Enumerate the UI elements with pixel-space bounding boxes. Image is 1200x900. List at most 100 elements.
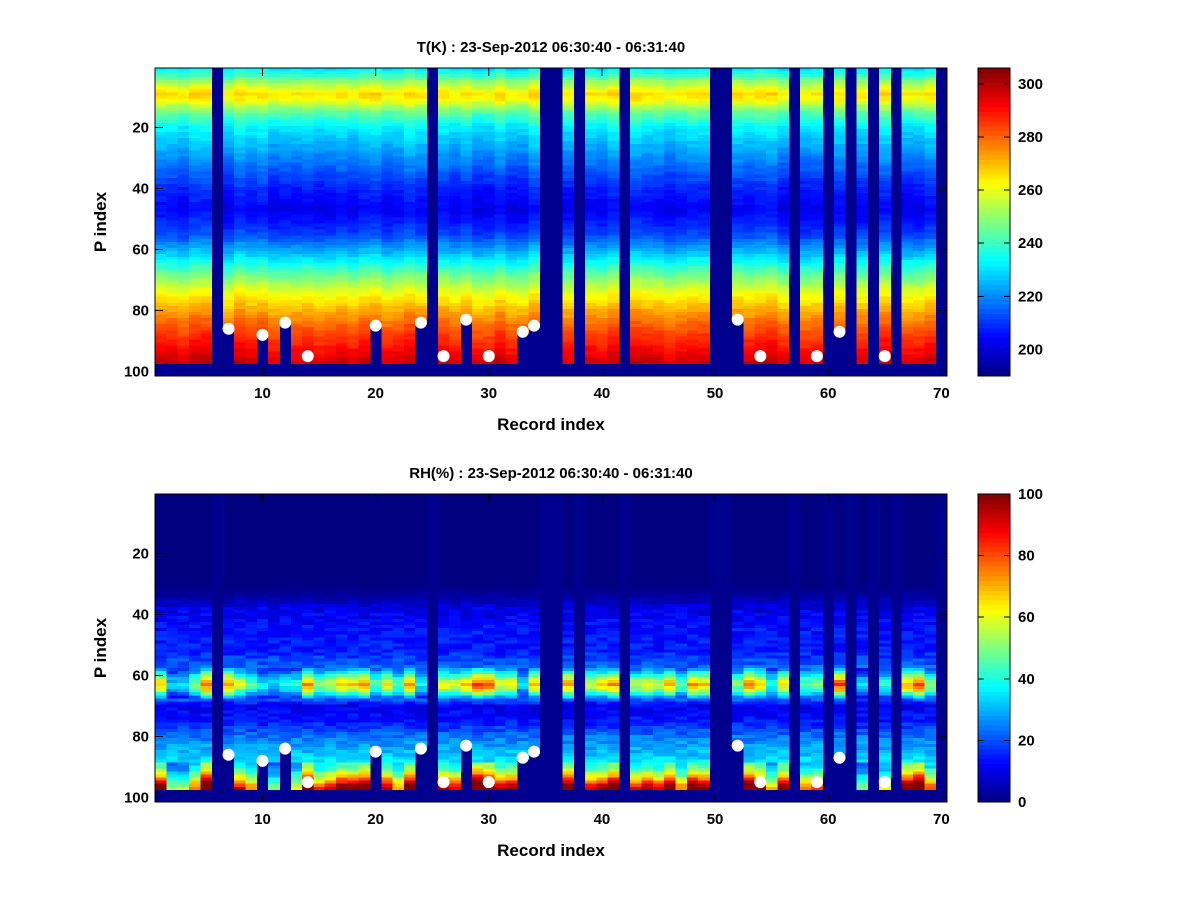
heatmap-cell [765, 107, 778, 112]
heatmap-cell [765, 77, 778, 81]
heatmap-cell [437, 345, 450, 349]
heatmap-cell [200, 132, 212, 136]
heatmap-cell [675, 132, 688, 136]
heatmap-cell [234, 71, 246, 75]
heatmap-cell [245, 138, 258, 142]
heatmap-cell [324, 287, 337, 292]
heatmap-cell [449, 180, 461, 185]
heatmap-cell [437, 104, 450, 109]
heatmap-cell [369, 315, 382, 319]
heatmap-cell [562, 205, 575, 209]
heatmap-cell [664, 260, 676, 264]
heatmap-cell [449, 357, 461, 362]
heatmap-cell [833, 302, 846, 307]
heatmap-cell [166, 235, 179, 240]
heatmap-cell [290, 110, 303, 115]
heatmap-cell [732, 180, 744, 185]
heatmap-cell [879, 171, 891, 176]
heatmap-cell [528, 257, 541, 261]
heatmap-cell [437, 77, 450, 81]
heatmap-cell [799, 150, 812, 154]
heatmap-cell [290, 119, 303, 124]
heatmap-cell [528, 86, 541, 90]
heatmap-cell [336, 336, 348, 340]
heatmap-cell [686, 205, 699, 209]
heatmap-cell [188, 193, 201, 197]
heatmap-cell [811, 150, 823, 154]
heatmap-cell [494, 342, 507, 346]
heatmap-cell [302, 211, 314, 215]
heatmap-cell [811, 238, 823, 243]
heatmap-cell [652, 254, 665, 258]
heatmap-cell [686, 214, 699, 218]
heatmap-cell [222, 119, 235, 124]
heatmap-cell [562, 254, 575, 258]
heatmap-cell [347, 226, 360, 231]
heatmap-cell [743, 211, 756, 215]
heatmap-cell [155, 141, 167, 145]
heatmap-cell [471, 333, 484, 337]
heatmap-cell [630, 101, 642, 105]
heatmap-cell [652, 147, 665, 151]
heatmap-cell [245, 302, 258, 307]
heatmap-cell [596, 214, 608, 218]
heatmap-cell [494, 119, 507, 124]
heatmap-cell [392, 211, 405, 215]
heatmap-cell [652, 183, 665, 188]
heatmap-cell [188, 180, 201, 185]
heatmap-cell [562, 281, 575, 285]
heatmap-cell [222, 275, 235, 279]
heatmap-cell [607, 141, 620, 145]
heatmap-cell [188, 214, 201, 218]
heatmap-cell [698, 89, 710, 93]
heatmap-cell [471, 125, 484, 130]
heatmap-cell [856, 177, 869, 182]
heatmap-cell [686, 74, 699, 78]
heatmap-cell [652, 174, 665, 179]
heatmap-cell [743, 110, 756, 115]
heatmap-cell [641, 284, 654, 288]
heatmap-cell [234, 214, 246, 218]
heatmap-cell [664, 183, 676, 188]
heatmap-cell [392, 193, 405, 197]
heatmap-cell [777, 238, 789, 243]
heatmap-cell [279, 257, 292, 261]
heatmap-cell [777, 223, 789, 227]
heatmap-cell [188, 122, 201, 127]
heatmap-cell [698, 287, 710, 292]
heatmap-cell [234, 107, 246, 112]
heatmap-cell [324, 254, 337, 258]
heatmap-cell [743, 153, 756, 157]
heatmap-cell [460, 214, 473, 218]
heatmap-cell [505, 287, 518, 292]
heatmap-cell [732, 272, 744, 276]
heatmap-cell [200, 275, 212, 279]
heatmap-cell [630, 333, 642, 337]
heatmap-cell [188, 238, 201, 243]
heatmap-cell [313, 174, 326, 179]
heatmap-cell [437, 177, 450, 182]
heatmap-cell [675, 293, 688, 298]
heatmap-cell [494, 357, 507, 362]
heatmap-cell [245, 92, 258, 96]
heatmap-cell [256, 128, 269, 133]
heatmap-cell [811, 80, 823, 84]
heatmap-cell [290, 162, 303, 166]
heatmap-cell [799, 165, 812, 170]
heatmap-cell [177, 296, 190, 301]
heatmap-cell [155, 147, 167, 151]
heatmap-cell [686, 348, 699, 352]
heatmap-cell [664, 223, 676, 227]
heatmap-cell [200, 269, 212, 273]
heatmap-cell [222, 144, 235, 148]
heatmap-cell [268, 308, 280, 313]
heatmap-cell [630, 177, 642, 182]
heatmap-cell [765, 153, 778, 157]
heatmap-cell [381, 354, 393, 359]
heatmap-cell [505, 68, 518, 72]
heatmap-cell [358, 284, 371, 288]
heatmap-cell [313, 168, 326, 173]
heatmap-cell [517, 132, 529, 136]
heatmap-cell [166, 89, 179, 93]
